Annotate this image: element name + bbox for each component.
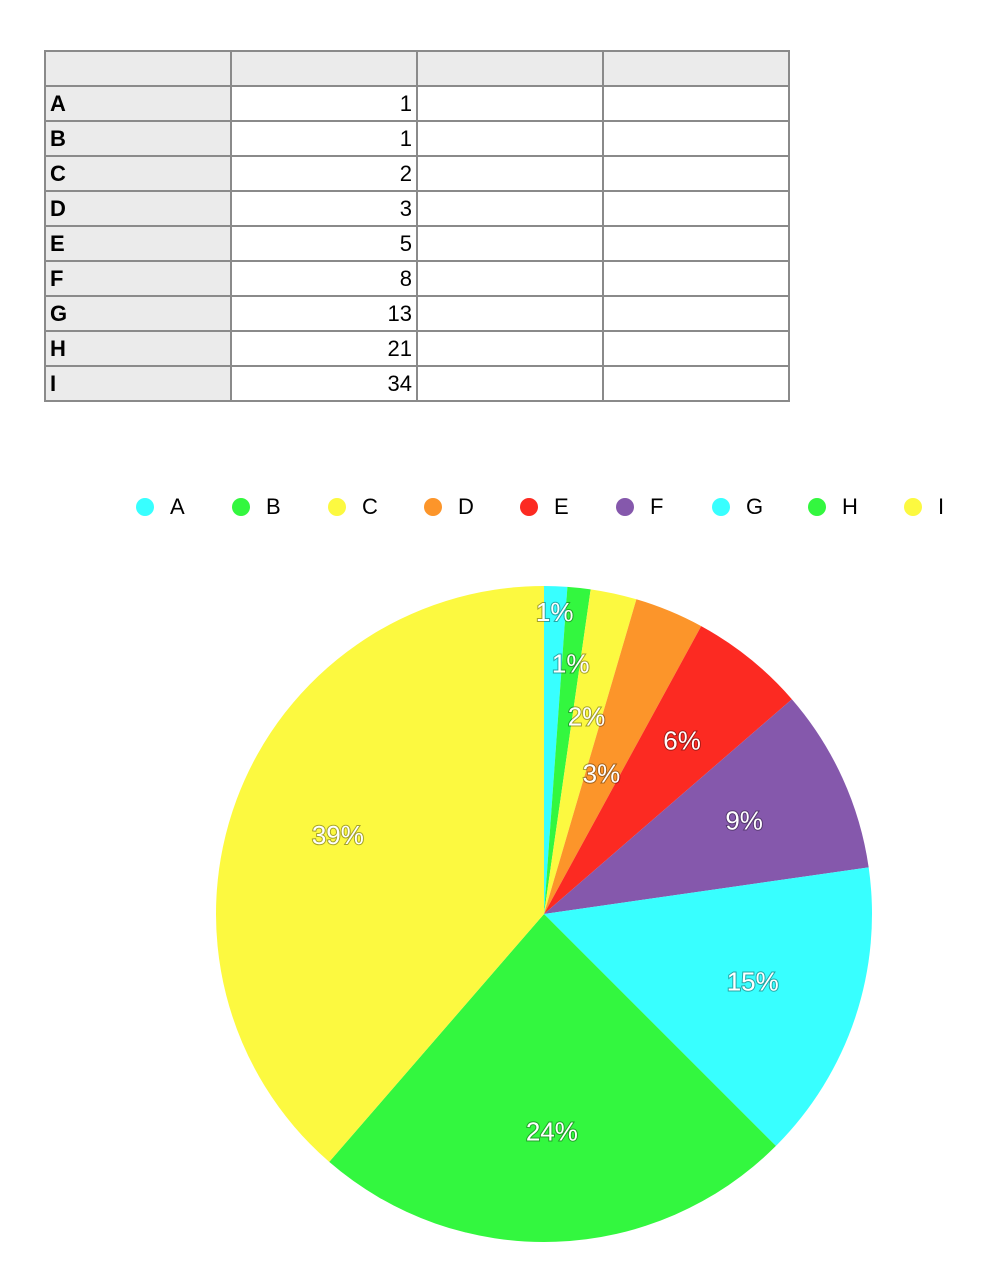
- header-cell[interactable]: [230, 50, 418, 87]
- data-table: A 1 B 1 C 2 D 3 E 5 F 8 G 13 H 21 I 34: [44, 50, 790, 402]
- table-row: H 21: [44, 330, 790, 367]
- legend-item: E: [520, 494, 616, 520]
- legend-swatch: [232, 498, 250, 516]
- value-cell[interactable]: 5: [230, 225, 418, 262]
- value-cell[interactable]: 21: [230, 330, 418, 367]
- pie-slice-E[interactable]: [544, 626, 792, 914]
- legend-item: I: [904, 494, 996, 520]
- legend-item: G: [712, 494, 808, 520]
- empty-cell[interactable]: [416, 365, 604, 402]
- legend-item: C: [328, 494, 424, 520]
- pie-slice-B[interactable]: [544, 586, 591, 914]
- legend-swatch: [904, 498, 922, 516]
- row-label[interactable]: C: [44, 155, 232, 192]
- row-label[interactable]: G: [44, 295, 232, 332]
- value-cell[interactable]: 13: [230, 295, 418, 332]
- legend-label: D: [458, 494, 474, 519]
- empty-cell[interactable]: [602, 365, 790, 402]
- legend-label: G: [746, 494, 764, 519]
- row-label[interactable]: D: [44, 190, 232, 227]
- table-row: D 3: [44, 190, 790, 227]
- pie-slice-I[interactable]: [216, 586, 544, 1162]
- legend-swatch: [712, 498, 730, 516]
- legend-item: B: [232, 494, 328, 520]
- data-label: 9%: [725, 805, 763, 835]
- pie-slice-H[interactable]: [329, 914, 776, 1242]
- data-label: 1%: [536, 597, 574, 627]
- empty-cell[interactable]: [416, 330, 604, 367]
- header-cell[interactable]: [602, 50, 790, 87]
- empty-cell[interactable]: [602, 120, 790, 157]
- empty-cell[interactable]: [416, 260, 604, 297]
- empty-cell[interactable]: [416, 295, 604, 332]
- value-cell[interactable]: 34: [230, 365, 418, 402]
- legend-swatch: [136, 498, 154, 516]
- legend-label: F: [650, 494, 664, 519]
- legend-item: D: [424, 494, 520, 520]
- legend-label: I: [938, 494, 945, 519]
- data-label: 3%: [583, 758, 621, 788]
- empty-cell[interactable]: [602, 190, 790, 227]
- row-label[interactable]: I: [44, 365, 232, 402]
- header-row: [44, 50, 790, 87]
- empty-cell[interactable]: [416, 155, 604, 192]
- table-row: B 1: [44, 120, 790, 157]
- empty-cell[interactable]: [416, 120, 604, 157]
- empty-cell[interactable]: [416, 190, 604, 227]
- data-label: 39%: [312, 820, 364, 850]
- legend-item: H: [808, 494, 904, 520]
- data-label: 15%: [727, 966, 779, 996]
- data-label: 2%: [568, 701, 606, 731]
- table-row: E 5: [44, 225, 790, 262]
- value-cell[interactable]: 8: [230, 260, 418, 297]
- empty-cell[interactable]: [602, 225, 790, 262]
- data-label: 6%: [663, 726, 701, 756]
- legend-swatch: [808, 498, 826, 516]
- legend-label: B: [266, 494, 281, 519]
- legend-swatch: [424, 498, 442, 516]
- value-cell[interactable]: 1: [230, 85, 418, 122]
- empty-cell[interactable]: [602, 260, 790, 297]
- data-label: 1%: [552, 648, 590, 678]
- legend-label: H: [842, 494, 858, 519]
- header-cell[interactable]: [44, 50, 232, 87]
- pie-slice-A[interactable]: [544, 586, 568, 914]
- legend-swatch: [520, 498, 538, 516]
- value-cell[interactable]: 1: [230, 120, 418, 157]
- data-label: 24%: [526, 1117, 578, 1147]
- legend-label: C: [362, 494, 378, 519]
- table-row: C 2: [44, 155, 790, 192]
- value-cell[interactable]: 2: [230, 155, 418, 192]
- row-label[interactable]: B: [44, 120, 232, 157]
- pie-slice-F[interactable]: [544, 699, 869, 914]
- legend-swatch: [616, 498, 634, 516]
- legend-item: F: [616, 494, 712, 520]
- legend-swatch: [328, 498, 346, 516]
- table-row: I 34: [44, 365, 790, 402]
- empty-cell[interactable]: [602, 85, 790, 122]
- legend-label: A: [170, 494, 185, 519]
- value-cell[interactable]: 3: [230, 190, 418, 227]
- pie-slice-G[interactable]: [544, 867, 872, 1146]
- pie-slice-C[interactable]: [544, 589, 637, 914]
- row-label[interactable]: F: [44, 260, 232, 297]
- empty-cell[interactable]: [416, 85, 604, 122]
- header-cell[interactable]: [416, 50, 604, 87]
- table-row: F 8: [44, 260, 790, 297]
- row-label[interactable]: H: [44, 330, 232, 367]
- legend-label: E: [554, 494, 569, 519]
- chart-legend: A B C D E F G H I: [136, 494, 996, 520]
- row-label[interactable]: E: [44, 225, 232, 262]
- table-row: A 1: [44, 85, 790, 122]
- empty-cell[interactable]: [602, 330, 790, 367]
- pie-slice-D[interactable]: [544, 599, 702, 914]
- empty-cell[interactable]: [602, 155, 790, 192]
- empty-cell[interactable]: [416, 225, 604, 262]
- empty-cell[interactable]: [602, 295, 790, 332]
- legend-item: A: [136, 494, 232, 520]
- table-row: G 13: [44, 295, 790, 332]
- row-label[interactable]: A: [44, 85, 232, 122]
